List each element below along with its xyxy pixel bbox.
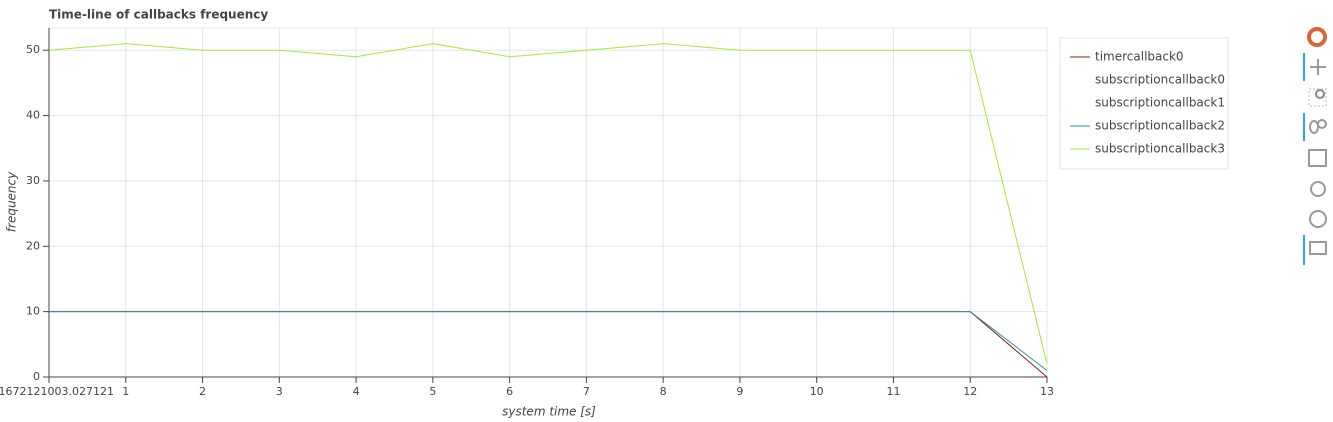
- bokeh-logo[interactable]: [1307, 27, 1327, 47]
- y-tick-label: 30: [26, 174, 40, 187]
- y-tick-label: 40: [26, 109, 40, 122]
- x-tick-label: 13: [1040, 385, 1054, 398]
- x-tick-label: 11: [886, 385, 900, 398]
- active-indicator: [1303, 235, 1305, 265]
- help-tool[interactable]: [1309, 210, 1327, 228]
- y-axis-label: frequency: [5, 171, 19, 232]
- chart-title: Time-line of callbacks frequency: [49, 8, 268, 22]
- reset-tool[interactable]: [1310, 181, 1326, 197]
- save-tool[interactable]: [1308, 149, 1327, 167]
- y-tick-label: 20: [26, 239, 40, 252]
- zoom-tool[interactable]: [1308, 88, 1327, 107]
- legend-label: timercallback0: [1095, 50, 1184, 64]
- x-tick-label: 10: [810, 385, 824, 398]
- x-tick-label: 7: [583, 385, 590, 398]
- series-line: [49, 311, 1048, 378]
- x-tick-label: 3: [276, 385, 283, 398]
- active-indicator: [1303, 53, 1305, 81]
- x-tick-label: 6: [506, 385, 513, 398]
- active-indicator: [1303, 113, 1305, 141]
- x-tick-label: 9: [736, 385, 743, 398]
- y-tick-label: 0: [33, 370, 40, 383]
- toolbar: [1303, 27, 1327, 265]
- x-tick-label: 5: [429, 385, 436, 398]
- legend-label: subscriptioncallback0: [1095, 73, 1225, 87]
- pan-tool[interactable]: [1310, 59, 1326, 75]
- legend-box: [1059, 37, 1229, 170]
- x-tick-label: 8: [660, 385, 667, 398]
- series-line: [48, 43, 1048, 365]
- y-tick-label: 10: [26, 305, 40, 318]
- x-tick-label: 12: [963, 385, 977, 398]
- x-axis-label: system time [s]: [502, 405, 596, 419]
- x-tick-label: 4: [353, 385, 360, 398]
- wheel-zoom-tool[interactable]: [1309, 119, 1327, 134]
- x-tick-label: 1: [122, 385, 129, 398]
- x-tick-label: 2: [199, 385, 206, 398]
- plot-frame: [48, 27, 1048, 378]
- legend-label: subscriptioncallback3: [1095, 142, 1225, 156]
- legend-label: subscriptioncallback2: [1095, 119, 1225, 133]
- x-tick-label: 0+1672121003.027121: [0, 385, 114, 398]
- series-line: [49, 311, 1048, 371]
- y-tick-label: 50: [26, 43, 40, 56]
- hover-tool[interactable]: [1309, 241, 1327, 255]
- legend-label: subscriptioncallback1: [1095, 96, 1225, 110]
